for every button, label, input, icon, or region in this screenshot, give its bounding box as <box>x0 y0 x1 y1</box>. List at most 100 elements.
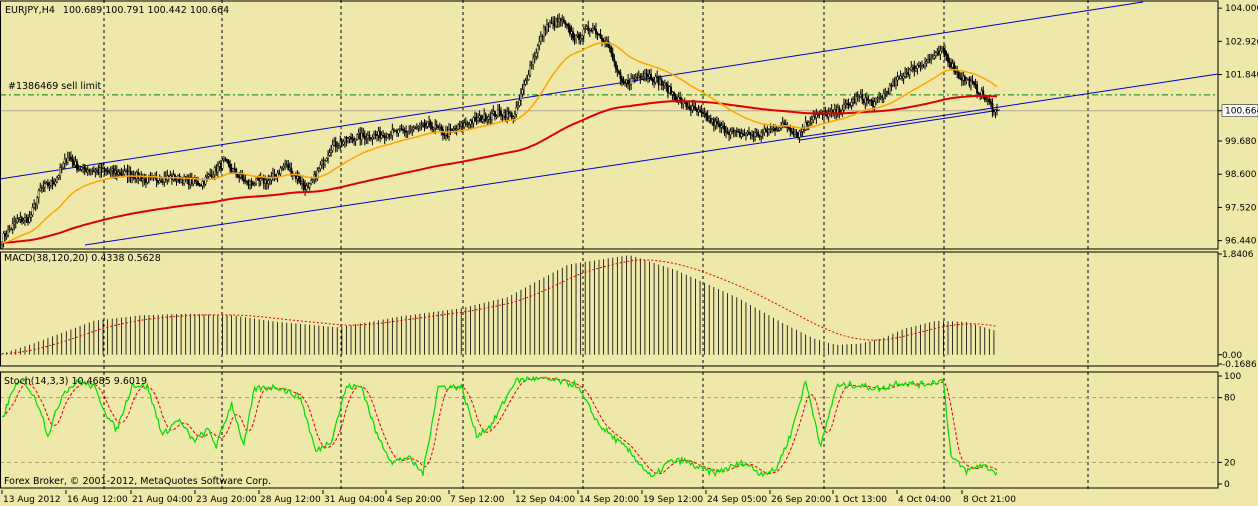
candle <box>62 163 65 168</box>
price-panel[interactable]: 104.000 102.920 101.840 100.664 99.680 98.600… <box>0 1 1258 250</box>
candle <box>910 67 913 70</box>
candle <box>85 168 88 172</box>
candle <box>611 52 614 60</box>
candle <box>91 170 94 172</box>
candle <box>666 85 669 94</box>
candle <box>668 86 671 94</box>
candle <box>48 185 51 187</box>
candle <box>310 180 313 184</box>
candle <box>562 19 565 23</box>
candle <box>143 178 146 180</box>
candle <box>576 33 579 36</box>
candle <box>304 184 307 190</box>
candle <box>120 173 123 176</box>
order-line-label: #1386469 sell limit <box>8 81 102 92</box>
candle <box>596 33 599 35</box>
candle <box>160 180 163 182</box>
candle <box>395 130 398 134</box>
candle <box>654 76 657 83</box>
candle <box>973 81 975 85</box>
candle <box>77 168 80 171</box>
candle <box>904 72 907 77</box>
candle <box>275 175 277 177</box>
candle <box>144 178 147 183</box>
candle <box>864 97 867 103</box>
candle <box>630 78 633 85</box>
candle <box>908 69 911 75</box>
candle <box>832 110 835 113</box>
candle <box>40 187 43 189</box>
candle <box>895 79 897 86</box>
candle <box>760 132 763 137</box>
candle <box>92 170 95 172</box>
candle <box>951 63 954 68</box>
candle <box>472 117 475 124</box>
candle <box>587 26 590 31</box>
candle <box>536 45 539 53</box>
candle <box>219 162 222 169</box>
candle <box>245 180 248 183</box>
candle <box>833 109 836 113</box>
candle <box>777 129 780 131</box>
candle <box>764 128 767 132</box>
time-tick-label: 12 Sep 04:00 <box>515 495 575 505</box>
candle <box>391 129 394 136</box>
candle <box>651 79 654 81</box>
macd-panel[interactable]: 1.8406 0.00-0.1686 <box>1 250 1257 370</box>
candle <box>745 133 747 136</box>
candle <box>558 18 561 22</box>
candle <box>34 203 37 206</box>
candle <box>469 120 472 125</box>
candle <box>544 27 547 31</box>
candle <box>157 180 160 183</box>
candle <box>881 96 884 99</box>
candle <box>518 100 521 106</box>
candle <box>232 168 235 172</box>
candle <box>161 181 164 183</box>
candle <box>37 190 40 199</box>
candle <box>11 223 14 230</box>
candle <box>489 116 492 120</box>
candle <box>553 20 556 27</box>
candle <box>921 65 923 67</box>
candle <box>567 24 570 28</box>
candle <box>480 115 483 122</box>
candle <box>685 101 688 107</box>
panel-frame <box>0 371 1219 489</box>
candle <box>561 19 564 22</box>
candle <box>669 86 672 95</box>
candle <box>487 116 490 120</box>
candle <box>763 128 766 133</box>
candle <box>882 93 885 99</box>
candle <box>324 160 326 165</box>
candle <box>19 217 22 220</box>
candle <box>233 168 236 170</box>
candle <box>428 121 431 123</box>
candle <box>513 113 516 117</box>
candle <box>726 131 729 134</box>
candle <box>798 131 801 138</box>
candle <box>307 185 310 188</box>
candle <box>538 41 541 46</box>
candle <box>665 82 668 86</box>
candle <box>366 134 369 139</box>
candle <box>114 170 117 174</box>
candle <box>787 127 790 129</box>
candle <box>647 74 649 78</box>
time-tick-label: 14 Sep 20:00 <box>579 495 639 505</box>
candle <box>653 80 656 83</box>
candle <box>14 221 17 223</box>
candle <box>844 103 847 106</box>
candle <box>956 71 959 74</box>
candle <box>500 110 502 116</box>
candle <box>896 76 899 81</box>
candle <box>761 132 764 134</box>
stochastic-panel[interactable]: 100 80 20 0 <box>0 372 1241 490</box>
candle <box>645 73 648 76</box>
candle <box>542 27 545 37</box>
time-tick-label: 8 Oct 21:00 <box>963 495 1016 505</box>
candle <box>754 132 757 137</box>
candle <box>741 133 744 135</box>
candle <box>418 124 421 127</box>
